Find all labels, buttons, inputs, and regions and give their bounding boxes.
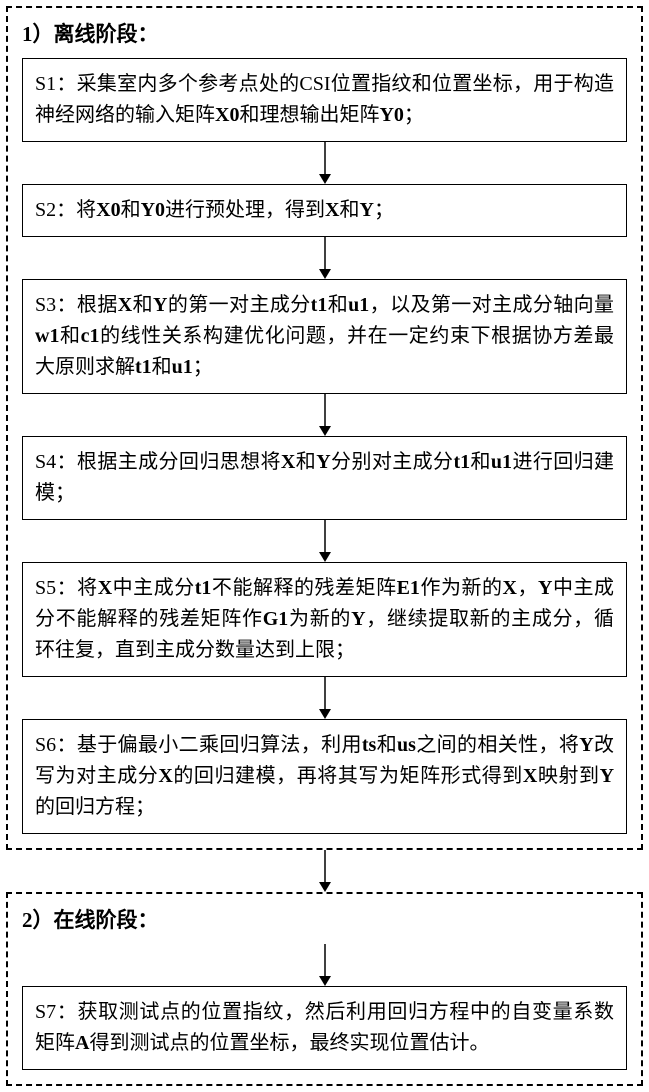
arrow-s1-s2: [22, 142, 627, 184]
step-s3: S3：根据X和Y的第一对主成分t1和u1，以及第一对主成分轴向量w1和c1的线性…: [22, 279, 627, 394]
step-s6: S6：基于偏最小二乘回归算法，利用ts和us之间的相关性，将Y改写为对主成分X的…: [22, 719, 627, 834]
step-s4: S4：根据主成分回归思想将X和Y分别对主成分t1和u1进行回归建模；: [22, 436, 627, 520]
phase-offline-title: 1）离线阶段：: [22, 18, 627, 48]
step-s2: S2：将X0和Y0进行预处理，得到X和Y；: [22, 184, 627, 237]
step-s1: S1：采集室内多个参考点处的CSI位置指纹和位置坐标，用于构造神经网络的输入矩阵…: [22, 58, 627, 142]
arrow-s2-s3: [22, 237, 627, 279]
phase-offline: 1）离线阶段： S1：采集室内多个参考点处的CSI位置指纹和位置坐标，用于构造神…: [6, 6, 643, 850]
phase-online-title: 2）在线阶段：: [22, 904, 627, 934]
step-s7: S7：获取测试点的位置指纹，然后利用回归方程中的自变量系数矩阵A得到测试点的位置…: [22, 986, 627, 1070]
step-s5: S5：将X中主成分t1不能解释的残差矩阵E1作为新的X，Y中主成分不能解释的残差…: [22, 562, 627, 677]
arrow-phase1-phase2: [6, 850, 643, 892]
phase-online: 2）在线阶段： S7：获取测试点的位置指纹，然后利用回归方程中的自变量系数矩阵A…: [6, 892, 643, 1086]
arrow-s4-s5: [22, 520, 627, 562]
arrow-s3-s4: [22, 394, 627, 436]
arrow-phase2-s7: [22, 944, 627, 986]
arrow-s5-s6: [22, 677, 627, 719]
